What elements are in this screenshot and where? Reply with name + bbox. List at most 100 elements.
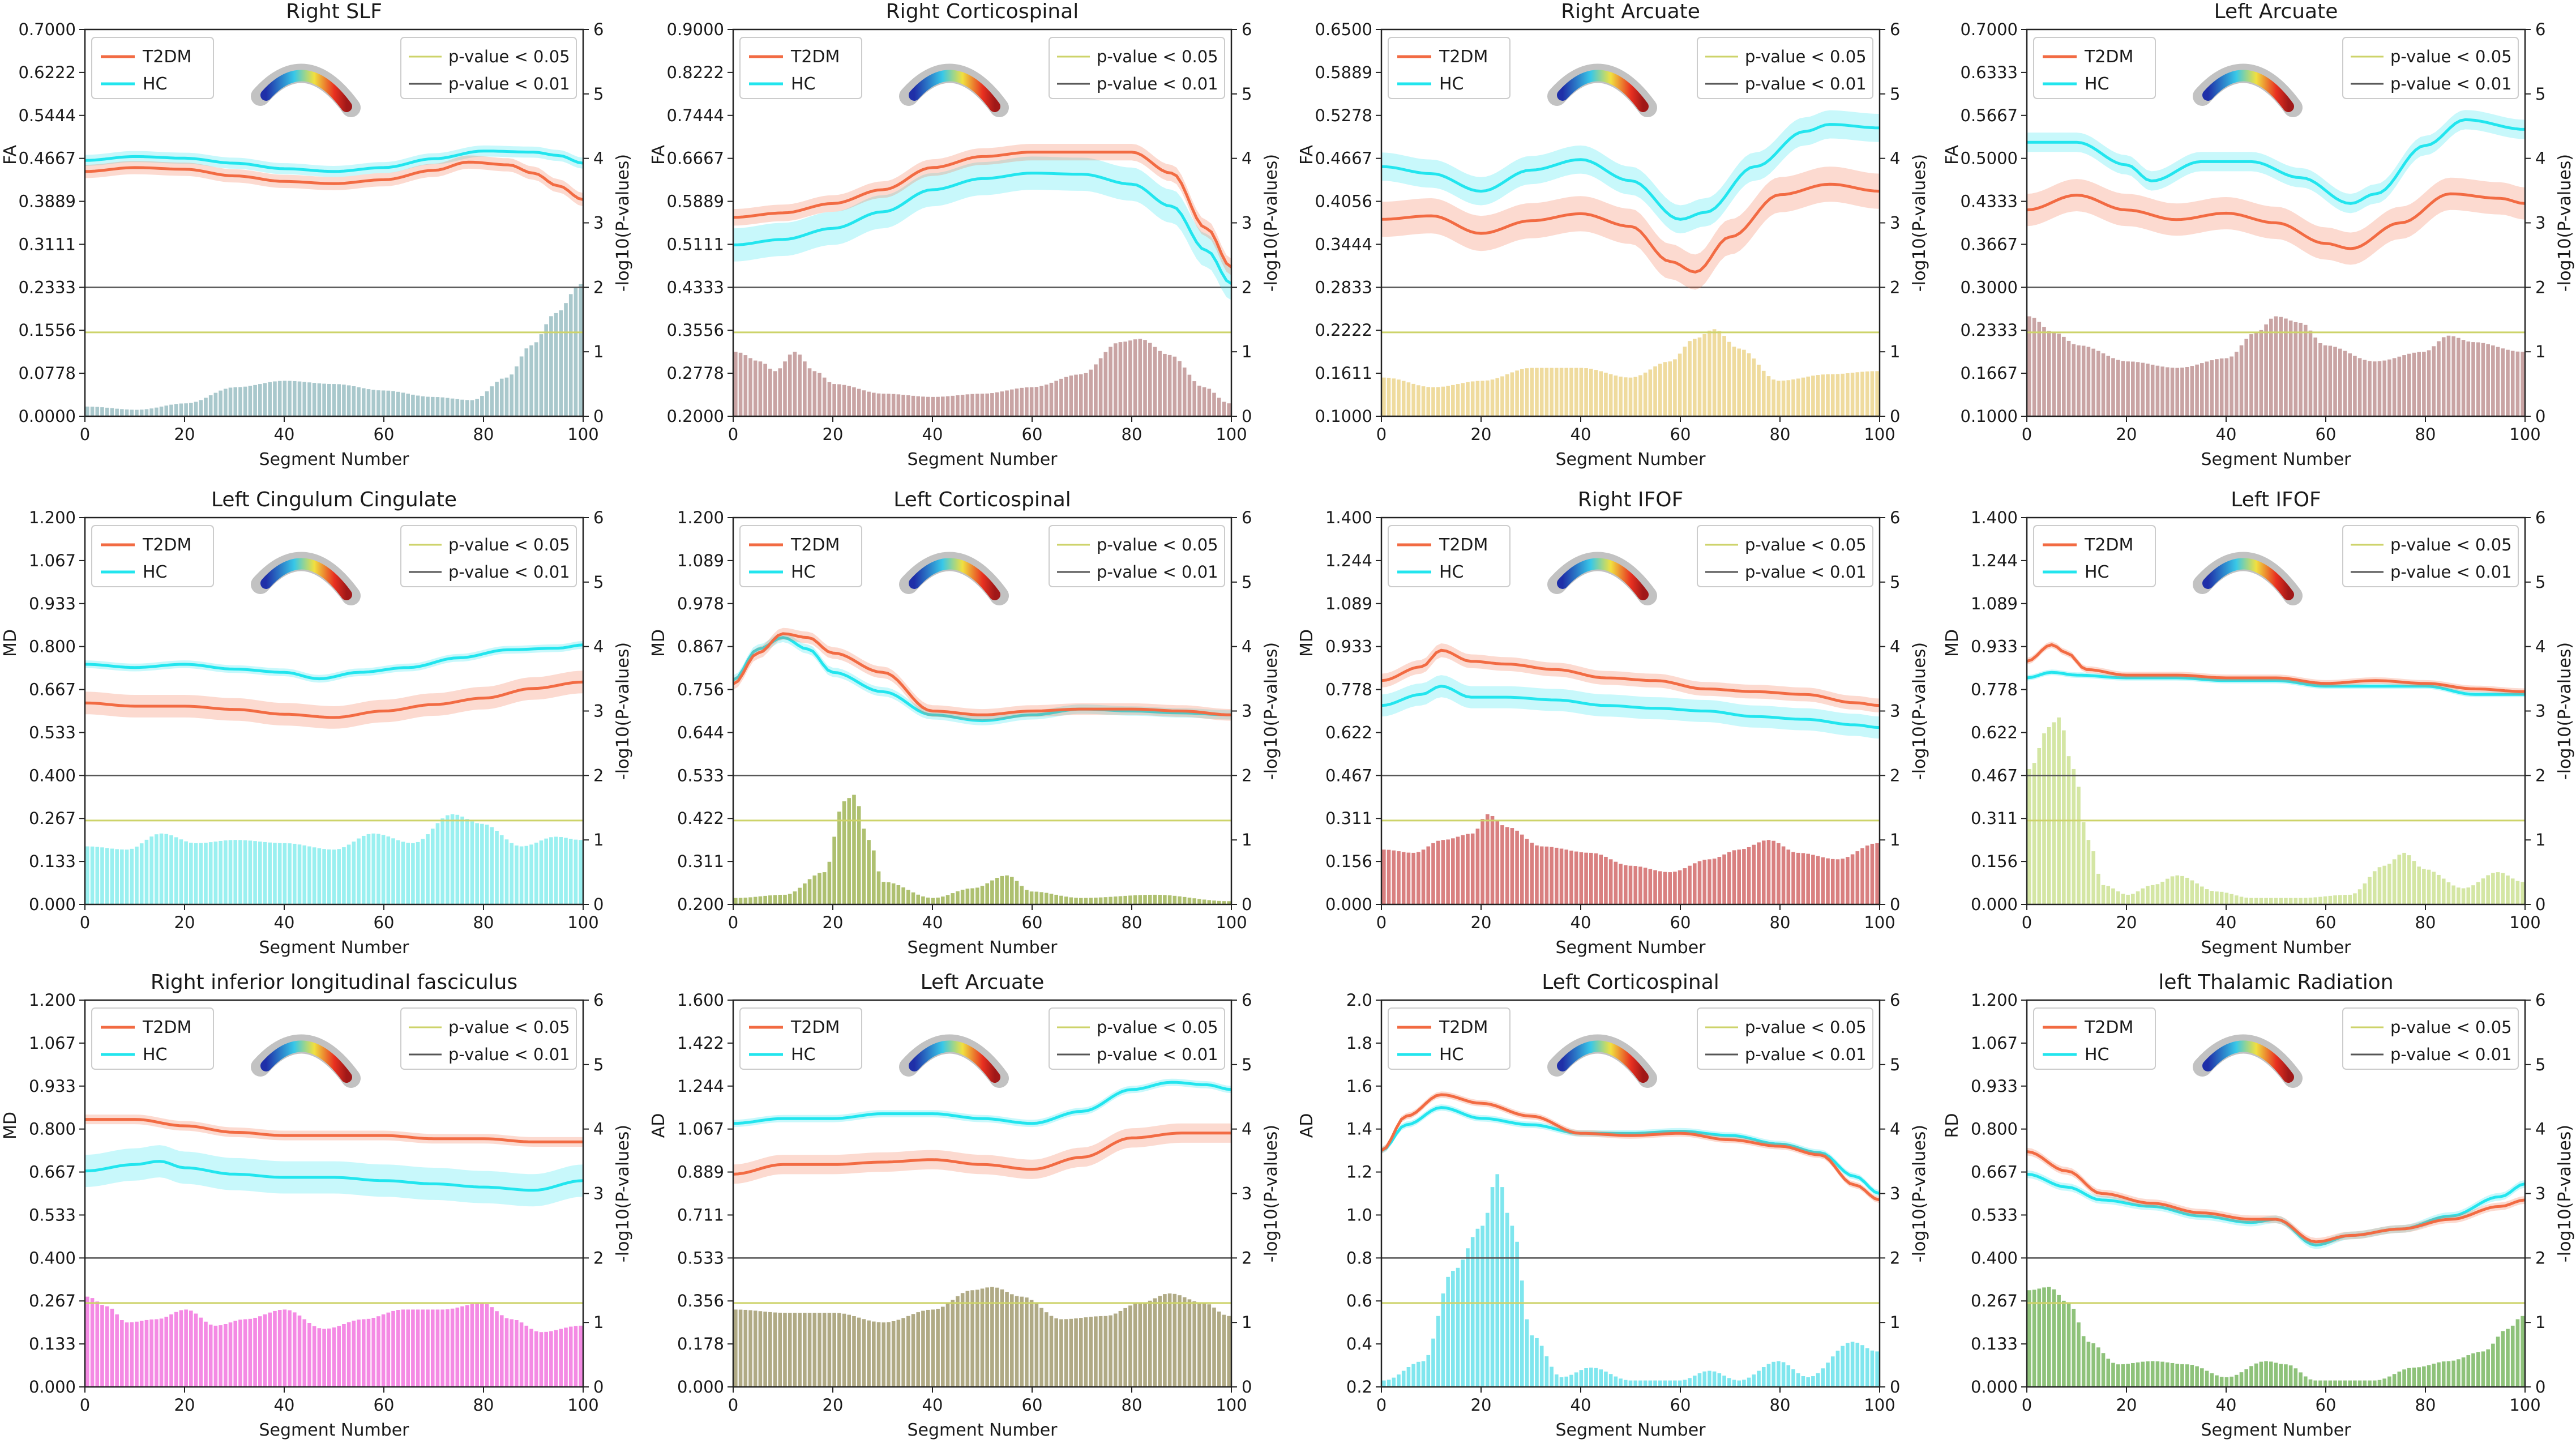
pvalue-bar <box>1658 364 1662 416</box>
tract-illustration <box>251 552 361 605</box>
pvalue-bar <box>965 889 970 904</box>
pvalue-bar <box>2521 1316 2524 1387</box>
pvalue-bar <box>2081 1336 2086 1387</box>
y-tick-label: 0.267 <box>29 1291 76 1310</box>
pvalue-bar <box>1648 369 1653 416</box>
pvalue-bar <box>1064 377 1068 416</box>
pvalue-bar <box>1559 848 1564 904</box>
legend-p05-label: p-value < 0.05 <box>2390 47 2512 66</box>
pvalue-bars <box>734 339 1231 416</box>
pvalue-bar <box>1426 846 1431 904</box>
y-tick-label: 1.089 <box>677 551 724 570</box>
pvalue-bar <box>529 345 533 416</box>
pvalue-bar <box>1392 378 1396 416</box>
pvalue-bar <box>847 1314 851 1387</box>
y-axis-label: RD <box>1942 1113 1962 1138</box>
pvalue-bar <box>2466 1355 2471 1387</box>
pvalue-bar <box>793 891 797 904</box>
pvalue-bar <box>1569 851 1573 904</box>
t2dm-series-line <box>2026 1150 2526 1244</box>
pvalue-bar <box>1747 1377 1751 1387</box>
pvalue-bar <box>1860 848 1864 904</box>
pvalue-bar <box>2387 1376 2391 1387</box>
pvalue-bar <box>411 394 415 416</box>
hc-series-line <box>2027 118 2526 205</box>
pvalue-bar <box>2372 871 2377 904</box>
pvalue-bar <box>1094 898 1098 904</box>
pvalue-bar <box>366 834 371 904</box>
pvalue-bar <box>2486 875 2490 904</box>
pvalue-bar <box>783 1313 787 1387</box>
pvalue-bar <box>758 1311 763 1387</box>
pvalue-bar <box>263 1314 267 1387</box>
y2-tick-label: 6 <box>593 990 604 1010</box>
legend-pvalues: p-value < 0.05p-value < 0.01 <box>400 525 577 587</box>
hc-series-line <box>732 636 1232 723</box>
pvalue-bar <box>1830 859 1835 904</box>
y2-tick-label: 1 <box>1242 342 1252 361</box>
pvalue-bar <box>2284 898 2288 904</box>
pvalue-bar <box>1638 866 1642 904</box>
pvalue-bar <box>1167 895 1172 904</box>
pvalue-bar <box>361 1319 366 1387</box>
pvalue-bar <box>2333 347 2337 416</box>
pvalue-bar <box>2042 327 2046 416</box>
pvalue-bar <box>951 395 955 416</box>
pvalue-bar <box>224 1324 228 1387</box>
t2dm-series-band <box>85 155 583 207</box>
pvalue-bar <box>1079 1318 1083 1387</box>
pvalue-bar <box>2047 331 2051 416</box>
y-tick-label: 1.067 <box>29 551 76 570</box>
legend-box <box>1697 37 1873 99</box>
pvalue-bar <box>1846 1343 1850 1387</box>
legend-t2dm-label: T2DM <box>790 535 840 555</box>
pvalue-bar <box>2052 332 2056 416</box>
pvalue-bar <box>2313 338 2318 416</box>
pvalue-bar <box>2166 878 2170 904</box>
tract-illustration <box>899 63 1009 117</box>
pvalue-bar <box>921 396 925 416</box>
pvalue-bar <box>159 1318 164 1387</box>
pvalue-bar <box>1382 1380 1386 1387</box>
y-tick-label: 0.778 <box>1971 680 2018 699</box>
pvalue-bar <box>2042 1287 2046 1387</box>
pvalue-bar <box>1761 370 1766 416</box>
legend-hc-label: HC <box>1439 74 1464 94</box>
pvalue-bar <box>1505 1212 1509 1387</box>
pvalue-bar <box>1860 1345 1864 1387</box>
pvalue-bar <box>2224 893 2229 904</box>
y-tick-label: 0.6667 <box>667 149 724 168</box>
pvalue-bar <box>2417 866 2421 904</box>
pvalue-bar <box>1470 381 1475 416</box>
pvalue-bar <box>822 377 827 416</box>
pvalue-bar <box>995 878 999 904</box>
y-tick-label: 0.889 <box>677 1163 724 1182</box>
y2-tick-label: 1 <box>593 830 604 849</box>
pvalue-bar <box>317 848 322 904</box>
pvalue-bar <box>1397 379 1401 416</box>
pvalue-bar <box>1049 1316 1054 1387</box>
y-tick-label: 0.667 <box>29 680 76 699</box>
legend-t2dm-label: T2DM <box>142 47 191 67</box>
chart-title: Right Arcuate <box>1561 0 1700 23</box>
y-tick-label: 0.9000 <box>667 20 724 39</box>
y2-tick-label: 4 <box>1890 1120 1900 1139</box>
pvalue-bar <box>1663 362 1667 416</box>
pvalue-bar <box>911 1314 915 1387</box>
pvalue-bar <box>539 334 544 416</box>
pvalue-bar <box>258 384 262 416</box>
pvalue-bar <box>1431 1338 1435 1387</box>
pvalue-bar <box>2160 1361 2164 1387</box>
pvalue-bar <box>1202 1303 1206 1387</box>
pvalue-bar <box>2392 358 2397 416</box>
pvalue-bar <box>406 394 410 416</box>
pvalue-bar <box>396 1310 400 1387</box>
pvalue-bar <box>1752 844 1756 904</box>
y2-tick-label: 6 <box>1890 990 1900 1010</box>
pvalue-bar <box>120 849 124 904</box>
legend-p05-label: p-value < 0.05 <box>1097 47 1218 66</box>
pvalue-bar <box>421 1309 425 1387</box>
x-tick-label: 80 <box>1770 913 1791 932</box>
chart-title: Right SLF <box>286 0 382 23</box>
